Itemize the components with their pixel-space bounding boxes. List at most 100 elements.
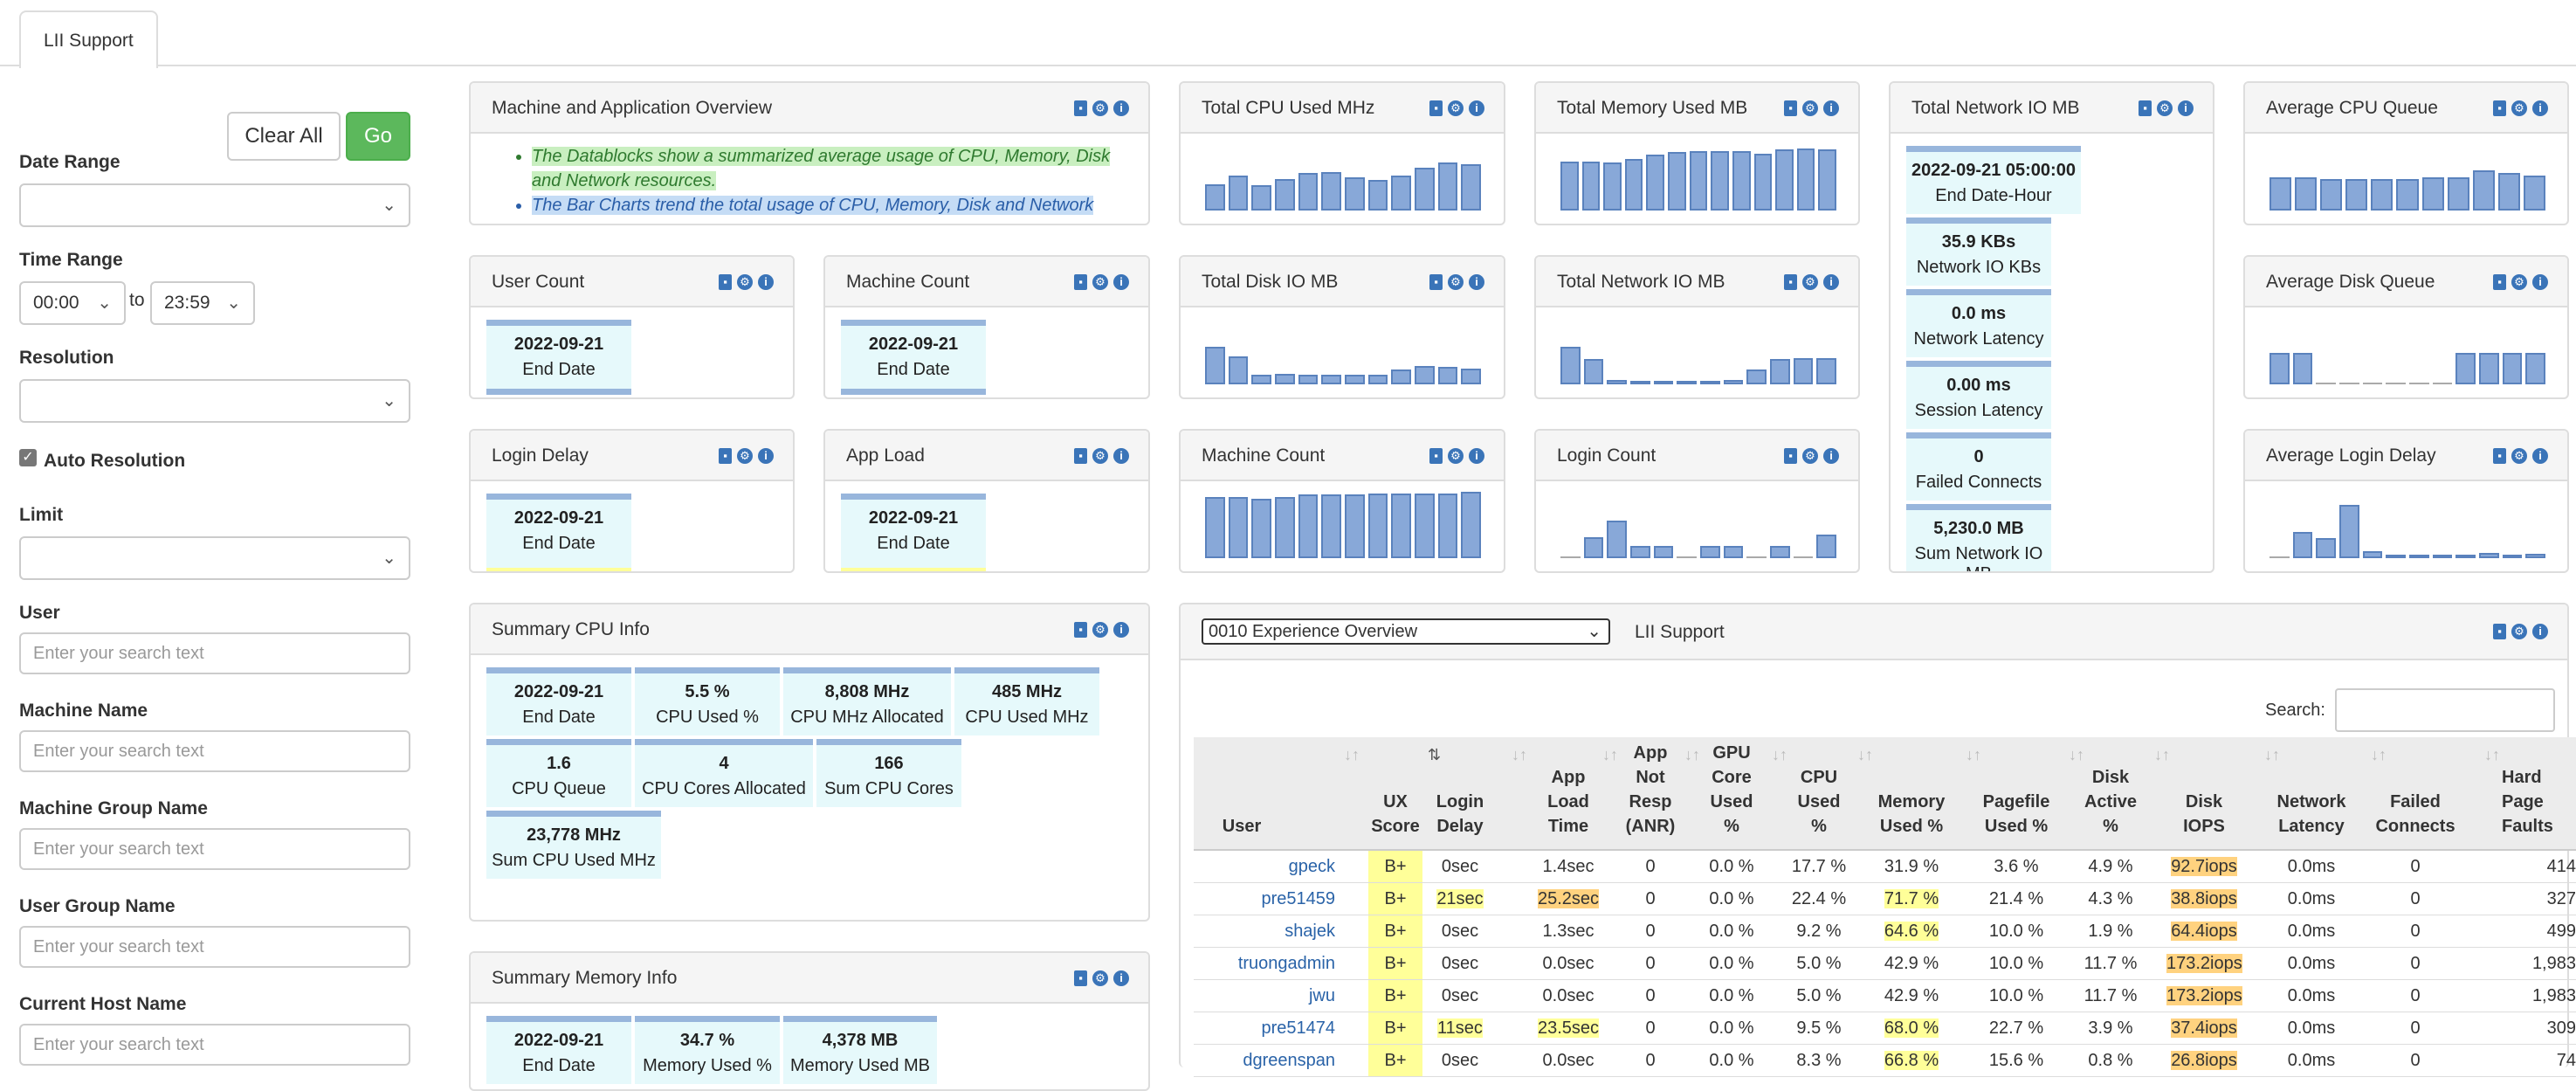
- chart-bar[interactable]: [2479, 352, 2499, 384]
- trash-icon[interactable]: ▪: [1074, 448, 1087, 464]
- limit-select[interactable]: ⌄: [19, 536, 410, 580]
- chart-bar[interactable]: [2497, 173, 2520, 211]
- chart-bar[interactable]: [2316, 383, 2336, 384]
- column-header[interactable]: Network Latency: [2276, 792, 2346, 836]
- chart-bar[interactable]: [1275, 373, 1295, 384]
- info-icon[interactable]: i: [1113, 100, 1129, 116]
- chart-bar[interactable]: [1461, 492, 1481, 558]
- column-header[interactable]: App Not Resp (ANR): [1625, 743, 1676, 836]
- chart-bar[interactable]: [1437, 162, 1458, 211]
- user-link[interactable]: shajek: [1194, 915, 1335, 947]
- chart-bar[interactable]: [2386, 383, 2406, 384]
- chart-bar[interactable]: [1775, 149, 1794, 211]
- chart-bar[interactable]: [2472, 170, 2495, 211]
- chart-bar[interactable]: [1367, 180, 1388, 211]
- chart-bar[interactable]: [1560, 347, 1581, 384]
- chart-bar[interactable]: [1793, 556, 1814, 558]
- chart-bar[interactable]: [1251, 375, 1271, 384]
- chart-bar[interactable]: [2269, 352, 2290, 384]
- chart-bar[interactable]: [2292, 352, 2313, 384]
- chart-bar[interactable]: [1345, 177, 1365, 211]
- gear-icon[interactable]: ⚙: [1802, 274, 1818, 290]
- chart-bar[interactable]: [1689, 150, 1708, 211]
- column-header[interactable]: Disk IOPS: [2183, 792, 2225, 836]
- chart-bar[interactable]: [1630, 546, 1650, 558]
- chart-bar[interactable]: [2447, 177, 2469, 211]
- chart-bar[interactable]: [1298, 173, 1319, 211]
- sort-icon[interactable]: ↓↑: [2154, 746, 2170, 763]
- tab-lii-support[interactable]: LII Support: [19, 10, 158, 68]
- gear-icon[interactable]: ⚙: [2511, 448, 2527, 464]
- chart-bar[interactable]: [1205, 347, 1225, 384]
- chart-bar[interactable]: [1391, 493, 1411, 558]
- chart-bar[interactable]: [1205, 183, 1225, 211]
- chart-bar[interactable]: [1723, 380, 1744, 384]
- chart-bar[interactable]: [1677, 381, 1697, 384]
- user-link[interactable]: dgreenspan: [1194, 1045, 1335, 1076]
- user-group-input[interactable]: Enter your search text: [19, 926, 410, 968]
- info-icon[interactable]: i: [1113, 274, 1129, 290]
- user-link[interactable]: pre51474: [1194, 1012, 1335, 1044]
- table-row[interactable]: pre51459 B+ 21sec 25.2sec 0 0.0 % 22.4 % 71.7 %…: [1194, 883, 2576, 915]
- chart-bar[interactable]: [2409, 383, 2429, 384]
- trash-icon[interactable]: ▪: [1429, 100, 1443, 116]
- user-link[interactable]: jwu: [1194, 980, 1335, 1012]
- gear-icon[interactable]: ⚙: [1092, 622, 1108, 638]
- column-header[interactable]: GPU Core Used %: [1710, 743, 1753, 836]
- column-header[interactable]: Memory Used %: [1877, 792, 1946, 836]
- chart-bar[interactable]: [1345, 494, 1365, 558]
- time-from-select[interactable]: 00:00 ⌄: [19, 281, 126, 325]
- date-range-select[interactable]: ⌄: [19, 183, 410, 227]
- column-header[interactable]: Disk Active %: [2084, 768, 2138, 836]
- trash-icon[interactable]: ▪: [1784, 448, 1797, 464]
- user-link[interactable]: pre51459: [1194, 883, 1335, 915]
- gear-icon[interactable]: ⚙: [2511, 624, 2527, 639]
- trash-icon[interactable]: ▪: [2493, 624, 2506, 639]
- trash-icon[interactable]: ▪: [1429, 274, 1443, 290]
- gear-icon[interactable]: ⚙: [1802, 448, 1818, 464]
- chart-bar[interactable]: [1607, 521, 1627, 558]
- chart-bar[interactable]: [1732, 150, 1751, 211]
- machine-group-input[interactable]: Enter your search text: [19, 828, 410, 870]
- chart-bar[interactable]: [1251, 498, 1271, 558]
- chart-bar[interactable]: [1653, 546, 1674, 558]
- host-name-input[interactable]: Enter your search text: [19, 1024, 410, 1066]
- chart-bar[interactable]: [2316, 538, 2336, 558]
- sort-icon[interactable]: ↓↑: [1602, 746, 1618, 763]
- chart-bar[interactable]: [1415, 168, 1435, 211]
- table-row[interactable]: pre51474 B+ 11sec 23.5sec 0 0.0 % 9.5 % 68.0 % 2…: [1194, 1012, 2576, 1045]
- trash-icon[interactable]: ▪: [1074, 970, 1087, 986]
- chart-bar[interactable]: [1668, 152, 1686, 211]
- info-icon[interactable]: i: [1113, 970, 1129, 986]
- chart-bar[interactable]: [1700, 546, 1720, 558]
- gear-icon[interactable]: ⚙: [1092, 448, 1108, 464]
- machine-name-input[interactable]: Enter your search text: [19, 730, 410, 772]
- chart-bar[interactable]: [1391, 369, 1411, 384]
- gear-icon[interactable]: ⚙: [2511, 100, 2527, 116]
- chart-bar[interactable]: [2421, 177, 2444, 211]
- chart-bar[interactable]: [1646, 155, 1665, 211]
- table-row[interactable]: gpeck B+ 0sec 1.4sec 0 0.0 % 17.7 % 31.9 % 3.6 %…: [1194, 851, 2576, 883]
- gear-icon[interactable]: ⚙: [1802, 100, 1818, 116]
- chart-bar[interactable]: [2269, 556, 2290, 558]
- info-icon[interactable]: i: [1469, 100, 1484, 116]
- chart-bar[interactable]: [1298, 494, 1319, 558]
- chart-bar[interactable]: [1560, 556, 1581, 558]
- info-icon[interactable]: i: [2532, 624, 2548, 639]
- chart-bar[interactable]: [2362, 551, 2383, 558]
- column-header[interactable]: CPU Used %: [1797, 768, 1841, 836]
- resolution-select[interactable]: ⌄: [19, 379, 410, 423]
- chart-bar[interactable]: [1770, 546, 1790, 558]
- chart-bar[interactable]: [1818, 149, 1836, 211]
- chart-bar[interactable]: [2339, 505, 2359, 558]
- info-icon[interactable]: i: [2532, 274, 2548, 290]
- sort-icon[interactable]: ↓↑: [2484, 746, 2500, 763]
- chart-bar[interactable]: [1624, 158, 1643, 211]
- gear-icon[interactable]: ⚙: [1092, 100, 1108, 116]
- time-to-select[interactable]: 23:59 ⌄: [150, 281, 255, 325]
- chart-bar[interactable]: [1753, 153, 1773, 211]
- chart-bar[interactable]: [2386, 555, 2406, 558]
- chart-bar[interactable]: [1437, 493, 1458, 558]
- column-header[interactable]: UX Score: [1371, 792, 1420, 836]
- info-icon[interactable]: i: [2532, 448, 2548, 464]
